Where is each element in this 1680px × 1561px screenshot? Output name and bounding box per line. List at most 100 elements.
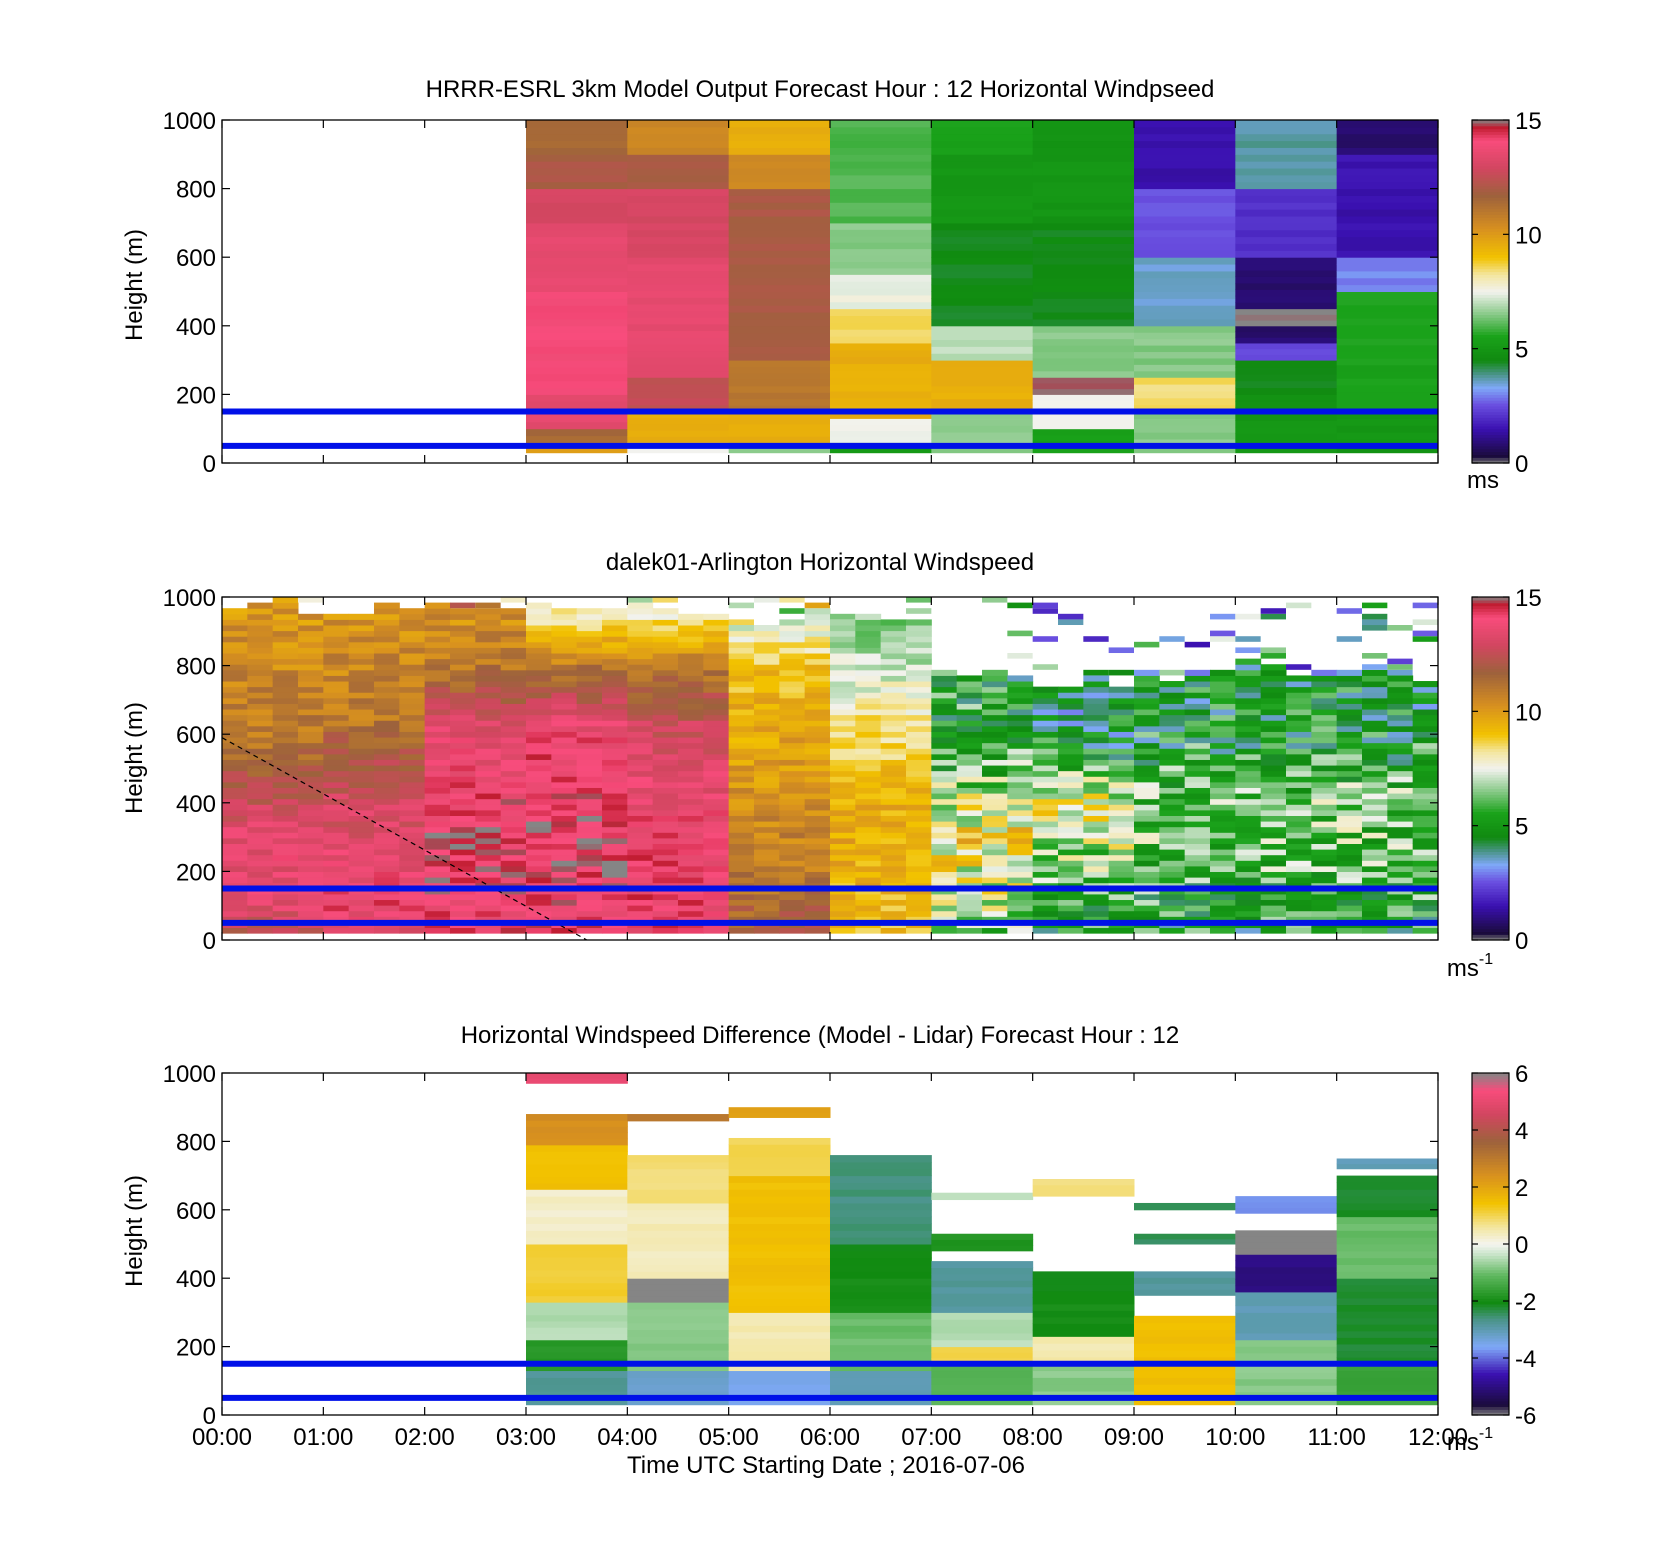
lidar-cell: [1083, 809, 1110, 816]
lidar-cell: [678, 636, 704, 643]
lidar-cell: [1311, 927, 1338, 934]
colorbar-segment: [1472, 225, 1509, 230]
lidar-cell: [1058, 748, 1084, 755]
lidar-cell: [1336, 681, 1363, 688]
lidar-cell: [272, 664, 299, 671]
colorbar-segment: [1472, 688, 1509, 692]
colorbar-segment: [1472, 1320, 1509, 1325]
lidar-cell: [526, 653, 552, 660]
lidar-cell: [1134, 748, 1160, 755]
lidar-cell: [728, 776, 755, 783]
heatmap-cell: [526, 1223, 628, 1231]
heatmap-cell: [1235, 1378, 1338, 1386]
lidar-cell: [602, 832, 628, 839]
colorbar-segment: [1472, 785, 1509, 790]
lidar-cell: [1159, 854, 1186, 861]
lidar-cell: [374, 641, 400, 648]
lidar-cell: [247, 686, 274, 693]
colorbar-segment: [1472, 1380, 1509, 1385]
lidar-cell: [272, 619, 299, 626]
lidar-cell: [931, 899, 958, 906]
heatmap-cell: [728, 430, 831, 437]
lidar-cell: [956, 787, 983, 794]
lidar-cell: [627, 647, 654, 654]
lidar-cell: [1336, 753, 1363, 760]
y-tick-label: 400: [176, 1266, 216, 1293]
lidar-cell: [1058, 910, 1084, 917]
lidar-cell: [880, 849, 907, 856]
lidar-cell: [222, 697, 248, 704]
heatmap-cell: [627, 140, 730, 148]
lidar-cell: [399, 669, 426, 676]
lidar-cell: [222, 692, 248, 699]
heatmap-cell: [526, 1327, 628, 1334]
heatmap-cell: [830, 120, 932, 128]
colorbar-segment: [1472, 402, 1509, 407]
lidar-cell: [298, 641, 324, 648]
lidar-cell: [728, 804, 755, 811]
lidar-cell: [1210, 893, 1236, 901]
lidar-cell: [450, 770, 476, 777]
heatmap-cell: [1235, 1319, 1338, 1327]
colorbar-segment: [1472, 314, 1509, 318]
heatmap-cell: [1235, 426, 1338, 434]
heatmap-cell: [931, 1192, 1034, 1201]
lidar-cell: [652, 899, 679, 906]
colorbar-segment: [1472, 1189, 1509, 1194]
lidar-cell: [652, 765, 679, 772]
y-tick-label: 0: [203, 451, 216, 478]
lidar-cell: [602, 636, 628, 643]
heatmap-cell: [830, 1202, 932, 1211]
heatmap-cell: [830, 181, 932, 190]
lidar-cell: [399, 675, 426, 682]
lidar-cell: [1007, 703, 1034, 710]
lidar-cell: [1083, 815, 1110, 822]
lidar-cell: [247, 826, 274, 833]
lidar-cell: [678, 815, 704, 822]
lidar-cell: [500, 664, 527, 671]
lidar-cell: [1134, 731, 1160, 738]
lidar-cell: [348, 793, 375, 800]
lidar-cell: [1260, 849, 1287, 856]
lidar-cell: [728, 731, 755, 738]
lidar-cell: [678, 692, 704, 699]
lidar-cell: [424, 709, 451, 716]
heatmap-cell: [526, 332, 628, 341]
heatmap-cell: [526, 1209, 628, 1218]
lidar-cell: [956, 826, 983, 833]
lidar-cell: [931, 709, 958, 716]
lidar-cell: [956, 703, 983, 710]
colorbar-segment: [1472, 917, 1509, 921]
colorbar-segment: [1472, 731, 1509, 735]
lidar-cell: [906, 899, 932, 906]
lidar-cell: [1058, 899, 1084, 906]
lidar-cell: [1032, 865, 1059, 873]
lidar-cell: [1235, 759, 1262, 766]
chart-title: Horizontal Windspeed Difference (Model -…: [461, 1022, 1180, 1049]
lidar-cell: [1235, 905, 1262, 912]
lidar-cell: [830, 709, 856, 716]
colorbar-segment: [1472, 648, 1509, 652]
colorbar-segment: [1472, 1389, 1509, 1393]
lidar-cell: [1387, 703, 1414, 710]
lidar-cell: [880, 658, 907, 665]
heatmap-cell: [728, 1338, 831, 1346]
lidar-cell: [779, 815, 806, 822]
colorbar-segment: [1472, 768, 1509, 772]
lidar-cell: [298, 809, 324, 816]
heatmap-cell: [1032, 357, 1135, 365]
lidar-cell: [956, 871, 983, 878]
lidar-cell: [652, 905, 679, 912]
colorbar-segment: [1472, 882, 1509, 887]
heatmap-cell: [1336, 147, 1438, 155]
heatmap-cell: [1032, 318, 1135, 327]
colorbar-segment: [1472, 865, 1509, 870]
colorbar-segment: [1472, 611, 1509, 615]
lidar-cell: [323, 709, 350, 716]
x-tick-label: 08:00: [1003, 1424, 1063, 1451]
colorbar-segment: [1472, 277, 1509, 281]
colorbar-segment: [1472, 340, 1509, 344]
lidar-cell: [298, 669, 324, 676]
lidar-cell: [880, 664, 907, 671]
heatmap-cell: [1032, 168, 1135, 176]
